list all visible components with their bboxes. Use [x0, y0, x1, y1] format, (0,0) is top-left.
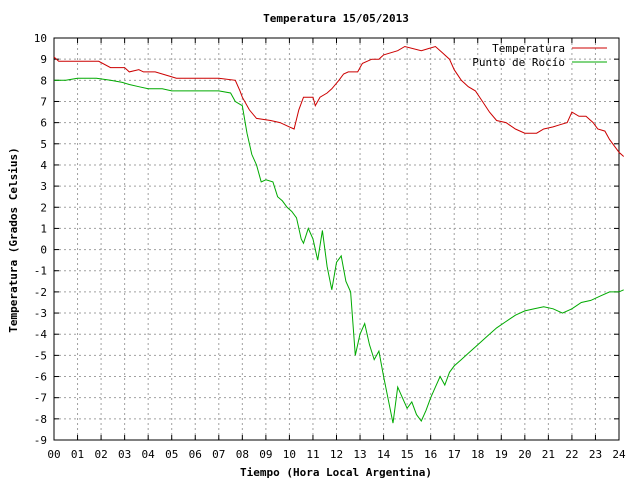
x-tick-label: 09 — [259, 448, 272, 461]
y-tick-label: -5 — [34, 349, 47, 362]
series-line-punto-de-rocio — [54, 77, 624, 424]
x-tick-label: 06 — [189, 448, 202, 461]
y-tick-label: -8 — [34, 413, 47, 426]
chart-title: Temperatura 15/05/2013 — [263, 12, 409, 25]
y-tick-label: 1 — [40, 222, 47, 235]
x-tick-label: 18 — [471, 448, 484, 461]
x-tick-label: 19 — [495, 448, 508, 461]
x-tick-label: 05 — [165, 448, 178, 461]
x-tick-label: 12 — [330, 448, 343, 461]
x-tick-label: 10 — [283, 448, 296, 461]
legend-label: Temperatura — [492, 42, 565, 55]
y-tick-label: 2 — [40, 201, 47, 214]
x-tick-label: 13 — [353, 448, 366, 461]
x-tick-label: 00 — [47, 448, 60, 461]
y-tick-label: -9 — [34, 434, 47, 447]
x-tick-label: 21 — [542, 448, 555, 461]
plot-frame — [53, 37, 620, 441]
x-tick-label: 04 — [142, 448, 156, 461]
x-tick-label: 02 — [94, 448, 107, 461]
x-tick-label: 01 — [71, 448, 84, 461]
y-tick-label: -3 — [34, 307, 47, 320]
y-tick-label: 5 — [40, 138, 47, 151]
x-tick-label: 24 — [612, 448, 626, 461]
y-tick-label: -6 — [34, 371, 47, 384]
y-tick-label: 6 — [40, 117, 47, 130]
y-tick-label: -4 — [34, 328, 48, 341]
x-tick-label: 20 — [518, 448, 531, 461]
series-line-temperatura — [53, 45, 625, 157]
y-tick-label: 9 — [40, 53, 47, 66]
x-tick-label: 22 — [565, 448, 578, 461]
y-tick-label: 7 — [40, 95, 47, 108]
legend-label: Punto de Rocío — [472, 56, 565, 69]
x-tick-label: 08 — [236, 448, 249, 461]
y-tick-label: -1 — [34, 265, 47, 278]
y-tick-label: 4 — [40, 159, 47, 172]
x-tick-label: 11 — [306, 448, 319, 461]
y-tick-label: -2 — [34, 286, 47, 299]
x-tick-label: 03 — [118, 448, 131, 461]
x-tick-label: 14 — [377, 448, 391, 461]
x-axis-label: Tiempo (Hora Local Argentina) — [240, 466, 432, 479]
x-tick-label: 16 — [424, 448, 437, 461]
x-tick-label: 17 — [448, 448, 461, 461]
x-tick-label: 15 — [401, 448, 414, 461]
x-tick-label: 07 — [212, 448, 225, 461]
y-tick-label: 3 — [40, 180, 47, 193]
y-tick-label: 10 — [34, 32, 47, 45]
y-tick-label: 0 — [40, 244, 47, 257]
y-tick-label: -7 — [34, 392, 47, 405]
y-tick-label: 8 — [40, 74, 47, 87]
x-tick-label: 23 — [589, 448, 602, 461]
y-axis-label: Temperatura (Grados Celsius) — [7, 147, 20, 332]
